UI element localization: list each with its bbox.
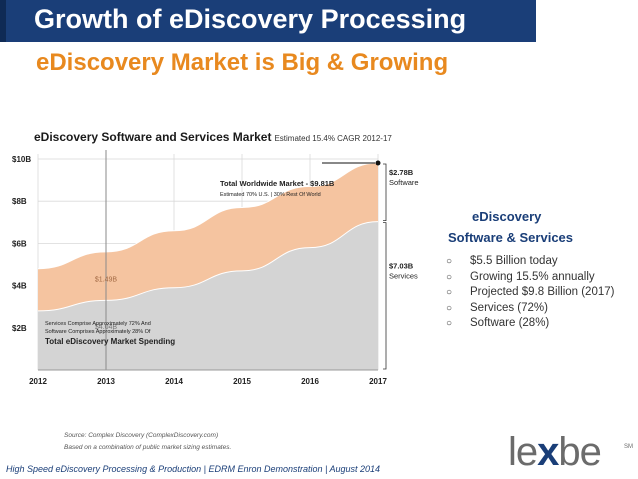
title-bar <box>0 0 536 42</box>
logo-letter: b <box>558 430 580 474</box>
services-edge <box>37 221 379 312</box>
footer-text: High Speed eDiscovery Processing & Produ… <box>6 464 381 474</box>
total-marker <box>375 160 381 166</box>
value-2013-services: $4.04B <box>95 324 118 331</box>
bullet-circle-icon: ○ <box>446 271 453 283</box>
software-bracket <box>383 163 387 222</box>
x-tick-label: 2016 <box>301 377 319 386</box>
chart-title: eDiscovery Software and Services Market E… <box>34 130 392 144</box>
market-area-chart: $2B $4B $6B $8B $10B 2012 2013 2014 2015 2016 2017… <box>12 150 419 386</box>
logo-letter: e <box>579 430 602 474</box>
note-line-3: Total eDiscovery Market Spending <box>45 337 175 346</box>
slide-title: Growth of eDiscovery Processing <box>34 4 467 34</box>
source-line-2: Based on a combination of public market … <box>64 444 232 451</box>
software-name-label: Software <box>389 178 419 187</box>
bullet-item: ○ Growing 15.5% annually <box>446 270 614 286</box>
y-tick-label: $8B <box>12 197 27 206</box>
y-tick-label: $2B <box>12 324 27 333</box>
x-tick-label: 2012 <box>29 377 47 386</box>
chart-title-note: Estimated 15.4% CAGR 2012-17 <box>274 134 392 143</box>
source-line-1: Source: Complex Discovery (ComplexDiscov… <box>64 432 219 439</box>
right-heading-line1: eDiscovery <box>472 209 542 224</box>
slide-subtitle: eDiscovery Market is Big & Growing <box>36 49 449 76</box>
bullet-text: Growing 15.5% annually <box>470 270 595 283</box>
logo-x-letter: x <box>537 430 559 474</box>
bullet-circle-icon: ○ <box>446 256 453 267</box>
bullet-circle-icon: ○ <box>446 302 453 314</box>
bullet-text: Software (28%) <box>470 317 550 329</box>
lexbe-logo: lexbe SM <box>508 430 633 476</box>
bullet-item: ○ Software (28%) <box>446 316 614 332</box>
y-tick-label: $6B <box>12 239 27 248</box>
bullet-circle-icon: ○ <box>446 287 453 298</box>
software-value-label: $2.78B <box>389 168 414 177</box>
title-bar-accent <box>0 0 6 42</box>
x-tick-label: 2013 <box>97 377 115 386</box>
note-line-2: Software Comprises Approximately 28% Of <box>45 329 151 335</box>
x-tick-label: 2017 <box>369 377 387 386</box>
chart-title-text: eDiscovery Software and Services Market <box>34 130 272 144</box>
bullet-list: ○ $5.5 Billion today ○ Growing 15.5% annual… <box>446 254 614 332</box>
x-tick-label: 2015 <box>233 377 251 386</box>
bullet-item: ○ $5.5 Billion today <box>446 254 614 270</box>
bullet-item: ○ Projected $9.8 Billion (2017) <box>446 285 614 301</box>
software-edge <box>37 162 379 270</box>
services-area <box>38 221 378 370</box>
bullet-text: Projected $9.8 Billion (2017) <box>470 286 615 298</box>
services-bracket <box>383 222 387 370</box>
value-2013-software: $1.49B <box>95 276 118 283</box>
note-line-1: Services Comprise Approximately 72% And <box>45 321 151 327</box>
services-name-label: Services <box>389 272 418 281</box>
right-heading-line2: Software & Services <box>448 230 574 245</box>
y-tick-label: $4B <box>12 282 27 291</box>
logo-wordmark: lexbe <box>508 430 602 475</box>
services-value-label: $7.03B <box>389 262 414 271</box>
bullet-text: Services (72%) <box>470 301 548 314</box>
logo-service-mark: SM <box>624 444 633 450</box>
logo-letter: l <box>508 430 517 474</box>
logo-letter: e <box>515 430 538 474</box>
total-market-sub: Estimated 70% U.S. | 30% Rest Of World <box>220 192 321 198</box>
bullet-item: ○ Services (72%) <box>446 301 614 317</box>
bullet-text: $5.5 Billion today <box>470 255 558 267</box>
x-tick-label: 2014 <box>165 377 183 386</box>
bullet-circle-icon: ○ <box>446 318 453 329</box>
total-market-label: Total Worldwide Market - $9.81B <box>220 179 335 188</box>
y-tick-label: $10B <box>12 155 31 164</box>
